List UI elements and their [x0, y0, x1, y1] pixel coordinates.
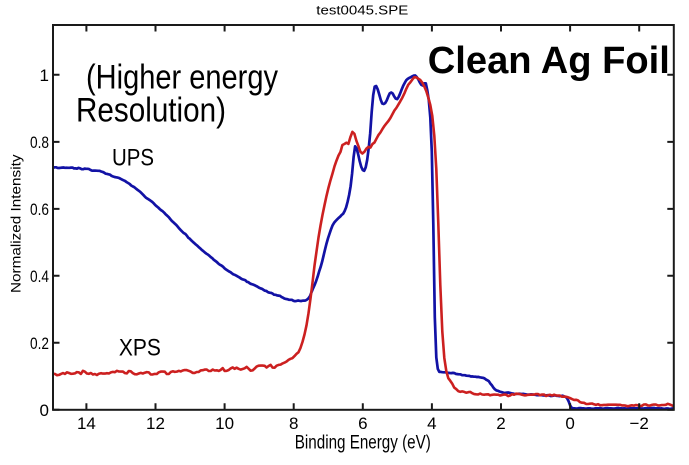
svg-text:0: 0 [565, 414, 574, 433]
svg-text:2: 2 [496, 414, 505, 433]
svg-text:10: 10 [215, 414, 234, 433]
svg-text:Binding Energy (eV): Binding Energy (eV) [295, 432, 431, 453]
svg-text:8: 8 [289, 414, 298, 433]
svg-text:6: 6 [358, 414, 367, 433]
svg-text:(Higher energy: (Higher energy [86, 59, 278, 97]
svg-text:Resolution): Resolution) [76, 92, 226, 130]
svg-text:12: 12 [146, 414, 165, 433]
svg-text:−2: −2 [630, 414, 649, 433]
svg-text:0.6: 0.6 [30, 200, 49, 219]
svg-text:Clean Ag Foil: Clean Ag Foil [428, 40, 670, 82]
svg-text:0: 0 [40, 401, 49, 420]
svg-text:0.2: 0.2 [30, 334, 49, 353]
svg-text:0.4: 0.4 [30, 267, 49, 286]
svg-text:1: 1 [40, 66, 49, 85]
svg-text:test0045.SPE: test0045.SPE [316, 4, 408, 18]
svg-text:4: 4 [427, 414, 436, 433]
svg-text:XPS: XPS [119, 335, 161, 362]
svg-text:UPS: UPS [112, 145, 154, 172]
svg-text:14: 14 [77, 414, 96, 433]
svg-text:0.8: 0.8 [30, 133, 49, 152]
svg-text:Normalized Intensity: Normalized Intensity [9, 154, 24, 293]
